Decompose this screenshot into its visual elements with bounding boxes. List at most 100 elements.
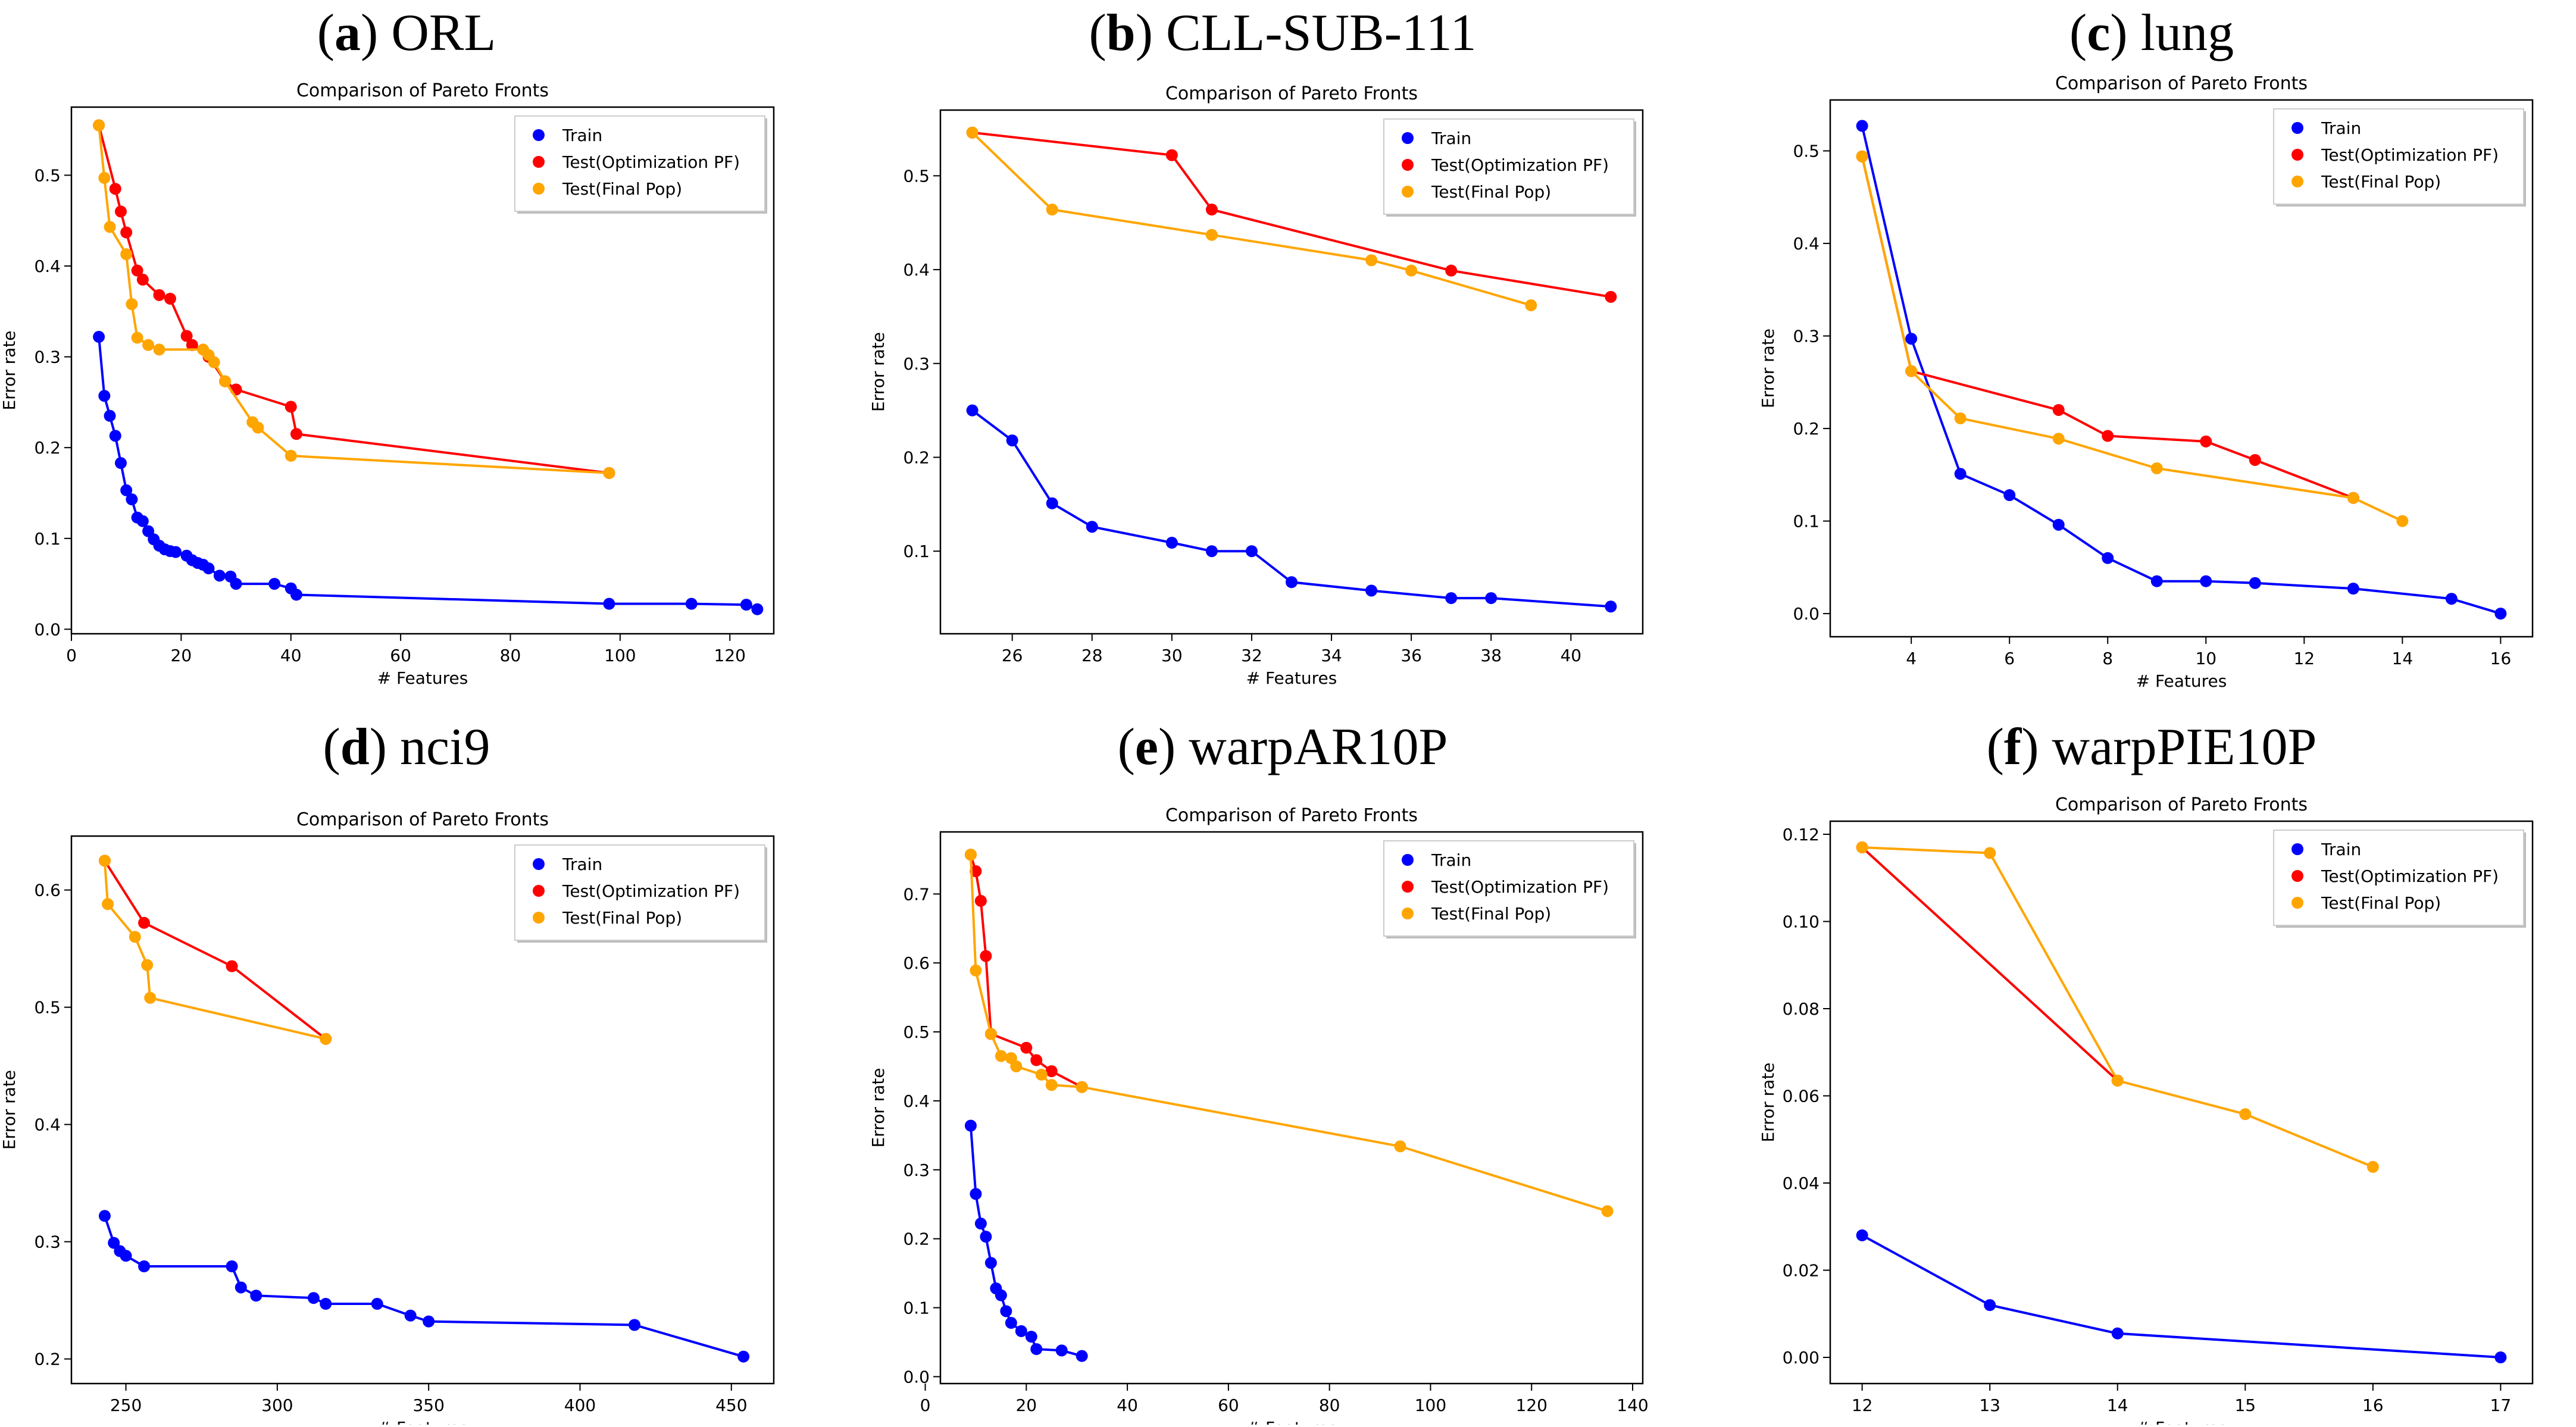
data-point: [1046, 204, 1058, 216]
x-tick-label: 40: [1117, 1395, 1138, 1415]
x-tick-label: 60: [1218, 1395, 1239, 1415]
data-point: [1030, 1054, 1043, 1066]
data-point: [964, 1119, 977, 1132]
data-point: [213, 569, 226, 582]
x-tick-label: 40: [1560, 646, 1581, 665]
chart-3: Comparison of Pareto Fronts 4 6 8 10 12 14 16 0.…: [1758, 73, 2534, 691]
data-point: [1984, 847, 1996, 859]
legend-marker: [1402, 159, 1414, 171]
legend-marker: [2291, 870, 2303, 882]
data-point: [1005, 1317, 1017, 1329]
y-tick-label: 0.0: [34, 619, 61, 639]
legend-box: [2273, 108, 2524, 205]
data-point: [120, 484, 133, 496]
y-axis-label: Error rate: [0, 1070, 19, 1150]
x-axis-label: # Features: [377, 1418, 468, 1425]
data-point: [970, 865, 982, 878]
data-point: [1365, 254, 1378, 267]
data-point: [1954, 468, 1967, 480]
y-axis-label: Error rate: [868, 1068, 888, 1147]
data-point: [2200, 575, 2212, 587]
x-tick-label: 13: [1979, 1395, 2000, 1415]
data-point: [1954, 412, 1967, 424]
y-tick-label: 0.3: [34, 1232, 61, 1252]
data-point: [1286, 576, 1298, 589]
y-tick-label: 0.5: [903, 1022, 930, 1042]
data-point: [164, 292, 176, 305]
data-point: [2239, 1108, 2252, 1121]
x-tick-label: 0: [66, 646, 77, 665]
y-tick-label: 0.1: [903, 1298, 930, 1318]
data-point: [1205, 204, 1218, 216]
data-point: [970, 964, 982, 977]
y-tick-label: 0.4: [1793, 234, 1820, 254]
data-point: [1000, 1305, 1012, 1318]
data-point: [980, 950, 992, 962]
data-point: [984, 1257, 997, 1269]
x-tick-label: 20: [1015, 1395, 1037, 1415]
data-point: [226, 1260, 238, 1272]
data-point: [1035, 1068, 1048, 1081]
chart-title: Comparison of Pareto Fronts: [2055, 794, 2308, 815]
series-line-1: [1861, 1234, 2501, 1359]
legend-marker: [533, 156, 545, 168]
x-tick-label: 100: [604, 646, 636, 665]
data-point: [1445, 592, 1458, 605]
data-point: [2366, 1160, 2379, 1173]
y-tick-label: 0.3: [903, 1160, 930, 1180]
x-tick-label: 38: [1480, 646, 1502, 665]
data-point: [2102, 552, 2114, 564]
data-point: [2150, 462, 2163, 474]
data-point: [1076, 1350, 1088, 1362]
legend-box: [514, 844, 765, 941]
legend-label: Train: [1431, 850, 1471, 870]
data-point: [2396, 515, 2409, 527]
legend-marker: [2291, 843, 2303, 855]
x-tick-label: 15: [2234, 1395, 2256, 1415]
data-point: [1856, 841, 1868, 853]
legend-marker: [2291, 176, 2303, 187]
caption-e: (e) warpAR10P: [1117, 718, 1448, 776]
legend-marker: [2291, 122, 2303, 134]
y-tick-label: 0.08: [1783, 999, 1820, 1019]
legend-label: Test(Final Pop): [1431, 182, 1551, 202]
x-tick-label: 450: [715, 1395, 747, 1415]
y-tick-label: 0.2: [903, 448, 930, 468]
y-tick-label: 0.2: [903, 1229, 930, 1249]
data-point: [102, 898, 114, 910]
series-line-3: [103, 860, 326, 1040]
data-point: [984, 1028, 997, 1040]
y-tick-label: 0.0: [1793, 604, 1820, 624]
data-point: [1030, 1343, 1043, 1356]
x-tick-label: 12: [2293, 649, 2315, 668]
data-point: [120, 248, 133, 261]
data-point: [252, 421, 264, 434]
legend-box: [2273, 830, 2524, 926]
data-point: [2150, 575, 2163, 587]
data-point: [268, 578, 281, 590]
caption-b: (b) CLL-SUB-111: [1089, 4, 1477, 62]
data-point: [98, 855, 111, 867]
data-point: [131, 331, 143, 344]
legend-marker: [2291, 897, 2303, 909]
data-point: [751, 603, 764, 615]
data-point: [226, 960, 238, 972]
series-line-2: [98, 124, 609, 474]
data-point: [995, 1289, 1007, 1301]
data-point: [290, 428, 302, 440]
data-point: [2111, 1327, 2124, 1340]
x-tick-label: 14: [2107, 1395, 2128, 1415]
chart-title: Comparison of Pareto Fronts: [1165, 805, 1418, 826]
y-axis-label: Error rate: [0, 330, 19, 410]
data-point: [131, 264, 143, 277]
data-point: [109, 430, 121, 442]
legend-label: Test(Optimization PF): [562, 881, 740, 901]
data-point: [1856, 120, 1868, 132]
data-point: [980, 1231, 992, 1243]
data-point: [1055, 1344, 1068, 1357]
data-point: [1086, 521, 1098, 533]
y-tick-label: 0.7: [903, 884, 930, 904]
data-point: [126, 298, 138, 311]
data-point: [1165, 149, 1178, 161]
data-point: [208, 356, 220, 368]
